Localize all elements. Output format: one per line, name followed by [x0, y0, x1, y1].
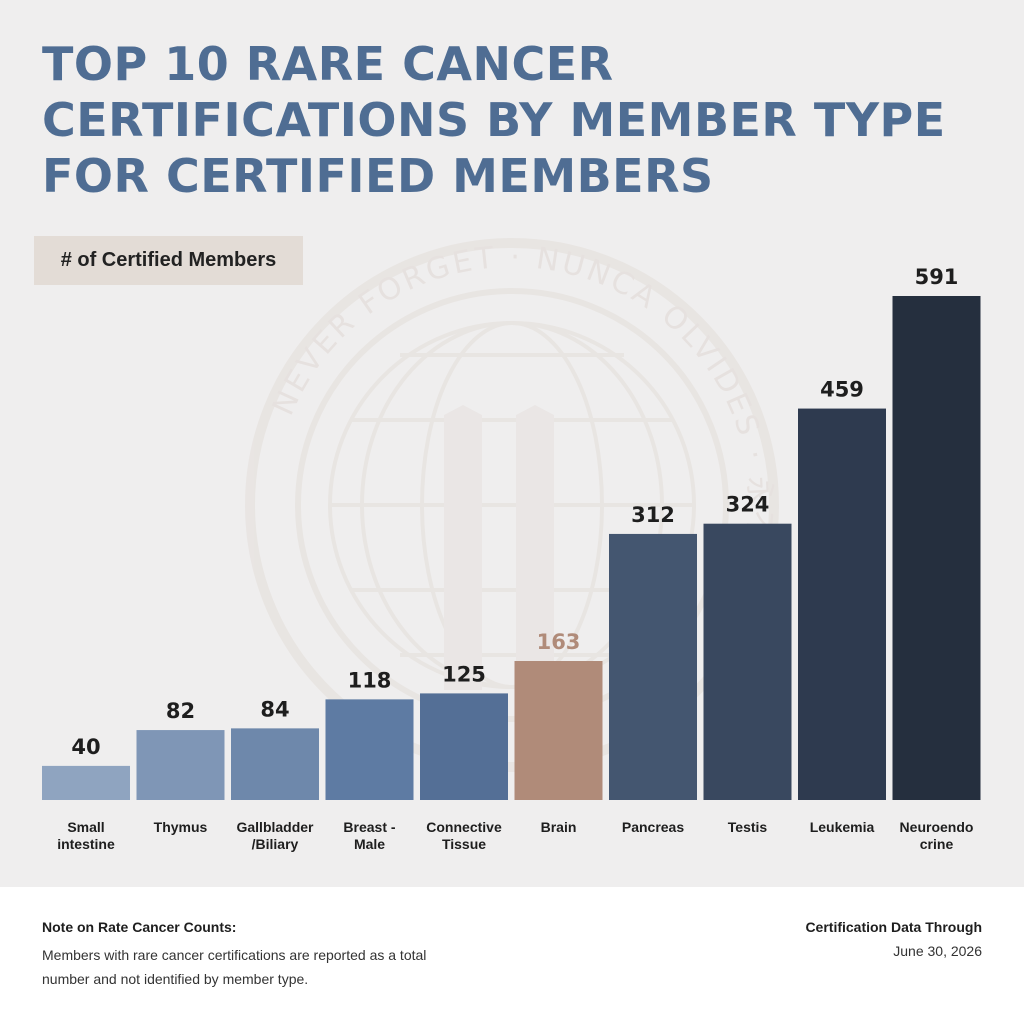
category-label-7: Testis — [728, 819, 768, 835]
category-label-3: Breast -Male — [343, 819, 395, 852]
value-label-3: 118 — [348, 668, 392, 692]
bar-6 — [609, 533, 697, 800]
bar-8 — [798, 408, 886, 800]
value-label-4: 125 — [442, 662, 486, 686]
value-label-7: 324 — [726, 493, 770, 517]
category-label-9: Neuroendo crine — [900, 819, 974, 852]
category-label-1: Thymus — [154, 819, 208, 835]
category-label-6: Pancreas — [622, 819, 684, 835]
seal-watermark: NEVER FORGET · NUNCA OLVIDES · 永不忘记 · — [245, 238, 779, 772]
value-label-1: 82 — [166, 699, 195, 723]
bar-1 — [136, 730, 225, 800]
data-through-title: Certification Data Through — [805, 919, 982, 935]
bar-2 — [231, 728, 319, 800]
value-label-6: 312 — [631, 503, 675, 527]
bar-0 — [42, 765, 130, 800]
value-label-0: 40 — [71, 735, 100, 759]
category-label-0: Small intestine — [57, 819, 115, 852]
value-label-9: 591 — [915, 265, 959, 289]
unit-label: # of Certified Members — [34, 236, 303, 285]
footer: Note on Rate Cancer Counts: Members with… — [0, 887, 1024, 1024]
value-label-5: 163 — [537, 630, 581, 654]
value-label-2: 84 — [260, 697, 289, 721]
note-body: Members with rare cancer certifications … — [42, 947, 427, 987]
chart-title: TOP 10 RARE CANCER CERTIFICATIONS BY MEM… — [42, 37, 946, 203]
bar-9 — [892, 296, 981, 800]
bar-7 — [703, 523, 792, 800]
category-label-4: Connective Tissue — [426, 819, 502, 852]
bar-3 — [325, 699, 414, 800]
bar-5 — [514, 660, 603, 800]
bar-4 — [420, 693, 508, 800]
value-label-8: 459 — [820, 378, 864, 402]
data-through-date: June 30, 2026 — [893, 943, 982, 959]
category-label-5: Brain — [541, 819, 577, 835]
category-label-8: Leukemia — [810, 819, 875, 835]
note-title: Note on Rate Cancer Counts: — [42, 919, 237, 935]
bar-chart: NEVER FORGET · NUNCA OLVIDES · 永不忘记 · 40… — [42, 238, 981, 852]
category-label-2: Gallbladder/Biliary — [236, 819, 314, 852]
